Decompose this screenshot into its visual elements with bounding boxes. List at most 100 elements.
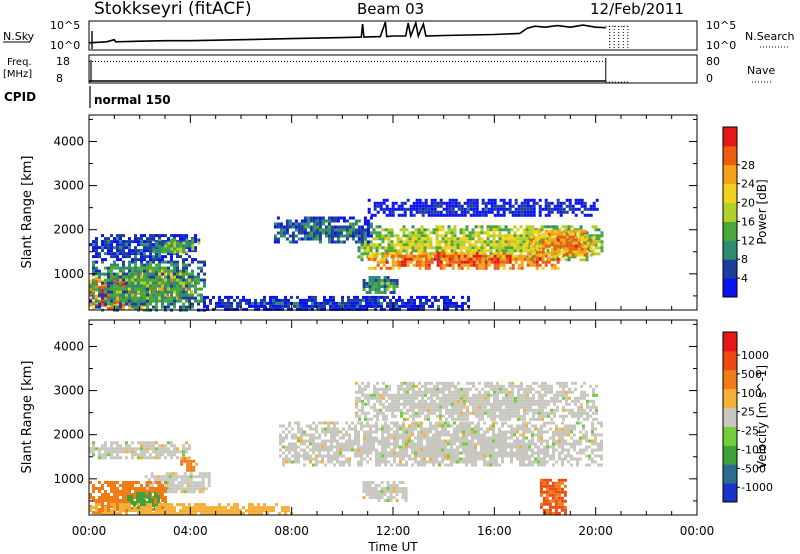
- power-cell: [471, 237, 475, 241]
- power-cell: [580, 204, 584, 208]
- power-cell: [179, 296, 182, 300]
- velocity-cell: [468, 439, 471, 443]
- power-cell: [116, 272, 119, 276]
- freq-label: Freq.: [7, 57, 32, 68]
- velocity-cell: [180, 481, 184, 485]
- power-cell: [98, 299, 101, 303]
- velocity-cell: [384, 427, 387, 431]
- velocity-cell: [269, 506, 272, 510]
- power-cell: [394, 260, 398, 264]
- power-cell: [143, 281, 146, 285]
- power-cell: [161, 247, 165, 251]
- power-cell: [173, 296, 176, 300]
- power-cell: [336, 228, 340, 232]
- velocity-cell: [381, 430, 384, 434]
- velocity-cell: [137, 509, 140, 513]
- velocity-cell: [92, 453, 95, 457]
- power-cell: [538, 207, 542, 211]
- velocity-cell: [393, 445, 396, 449]
- power-cell: [529, 210, 533, 214]
- velocity-cell: [393, 436, 396, 440]
- power-cell: [541, 257, 545, 261]
- power-cell: [128, 240, 131, 244]
- power-cell: [435, 246, 439, 250]
- power-cell: [92, 243, 95, 247]
- velocity-cell: [89, 447, 92, 451]
- power-cell: [188, 284, 191, 288]
- power-cell: [368, 291, 372, 294]
- velocity-cell: [408, 436, 411, 440]
- velocity-cell: [309, 457, 312, 461]
- power-cell: [353, 304, 356, 308]
- power-cell: [447, 231, 451, 235]
- power-cell: [179, 244, 183, 248]
- power-cell: [95, 294, 98, 298]
- velocity-cell: [531, 454, 534, 458]
- power-cell: [119, 240, 122, 244]
- power-cell: [541, 250, 545, 254]
- power-cell: [360, 243, 364, 247]
- velocity-cell: [471, 451, 474, 455]
- power-cell: [508, 266, 512, 270]
- power-cell: [366, 246, 370, 250]
- power-cell: [556, 201, 560, 205]
- velocity-cell: [330, 433, 333, 437]
- power-cell: [125, 278, 128, 282]
- velocity-cell: [195, 484, 199, 488]
- velocity-cell: [552, 421, 555, 425]
- power-cell: [312, 228, 316, 232]
- velocity-cell: [546, 460, 549, 464]
- velocity-cell: [378, 451, 381, 455]
- velocity-cell: [465, 436, 468, 440]
- power-cell: [167, 269, 170, 273]
- power-cell: [146, 299, 149, 303]
- velocity-cell: [294, 451, 297, 455]
- velocity-cell: [104, 444, 107, 448]
- velocity-cell: [432, 436, 435, 440]
- power-cell: [439, 263, 443, 267]
- velocity-cell: [128, 444, 131, 448]
- power-cell: [420, 231, 424, 235]
- power-cell: [513, 240, 517, 244]
- velocity-cell: [420, 436, 423, 440]
- power-cell: [131, 275, 134, 279]
- power-cell: [489, 255, 493, 259]
- velocity-cell: [131, 493, 134, 496]
- velocity-cell: [366, 451, 369, 455]
- velocity-cell: [116, 508, 119, 511]
- power-cell: [469, 213, 473, 217]
- velocity-cell: [381, 439, 384, 443]
- power-cell: [591, 243, 595, 247]
- power-cell: [110, 263, 113, 267]
- power-cell: [164, 269, 167, 273]
- power-cell: [443, 298, 446, 302]
- power-cell: [574, 198, 578, 202]
- power-cell: [417, 237, 421, 241]
- velocity-cell: [101, 505, 104, 508]
- power-cell: [330, 219, 334, 223]
- power-cell: [408, 231, 412, 235]
- power-cell: [565, 238, 569, 242]
- power-cell: [363, 240, 367, 244]
- power-cell: [534, 249, 538, 253]
- power-cell: [203, 298, 206, 302]
- power-cell: [376, 260, 380, 264]
- velocity-cell: [354, 433, 357, 437]
- power-cell: [161, 299, 164, 303]
- colorbar-segment: [723, 278, 737, 298]
- velocity-cell: [284, 512, 287, 516]
- power-cell: [152, 250, 156, 254]
- power-cell: [486, 234, 490, 238]
- velocity-cell: [381, 427, 384, 431]
- power-cell: [421, 207, 425, 211]
- velocity-cell: [534, 457, 537, 461]
- power-cell: [531, 237, 535, 241]
- velocity-cell: [248, 506, 251, 510]
- velocity-cell: [441, 430, 444, 434]
- velocity-cell: [399, 427, 402, 431]
- velocity-cell: [516, 451, 519, 455]
- power-cell: [315, 228, 319, 232]
- velocity-cell: [348, 460, 351, 464]
- power-cell: [98, 275, 101, 279]
- power-cell: [360, 246, 364, 250]
